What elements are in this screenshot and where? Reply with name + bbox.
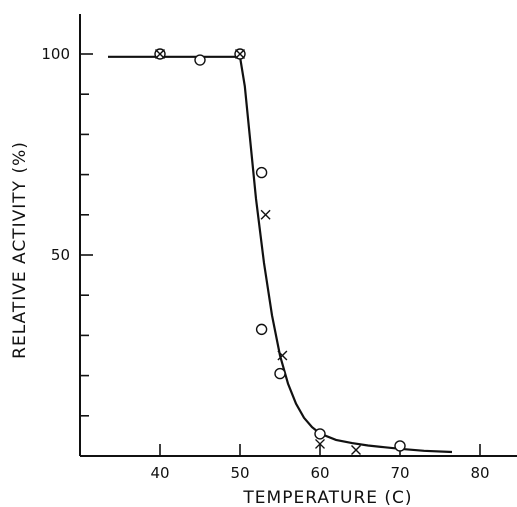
data-points xyxy=(154,48,406,455)
x-tick-label-50: 50 xyxy=(230,464,249,482)
y-tick-label-100: 100 xyxy=(41,45,70,63)
fit-curve-layer xyxy=(108,55,453,454)
x-tick-label-40: 40 xyxy=(150,464,169,482)
y-axis-title: RELATIVE ACTIVITY (%) xyxy=(10,141,30,359)
x-axis-ticks: 40 50 60 70 80 xyxy=(150,444,490,482)
x-axis-title: TEMPERATURE (C) xyxy=(242,488,412,507)
circle-point-6 xyxy=(314,428,326,440)
cross-point-3 xyxy=(277,350,288,361)
cross-point-5 xyxy=(351,444,361,455)
circle-point-1 xyxy=(194,54,206,66)
circle-point-5 xyxy=(274,367,286,380)
x-tick-label-60: 60 xyxy=(310,464,329,482)
y-tick-label-50: 50 xyxy=(51,246,70,264)
fit-curve xyxy=(108,55,453,454)
y-axis-ticks: 50 100 xyxy=(41,45,93,417)
x-tick-label-70: 70 xyxy=(390,464,409,482)
cross-point-2 xyxy=(260,209,271,220)
x-tick-label-80: 80 xyxy=(470,464,489,482)
cross-point-0 xyxy=(155,49,165,59)
circle-point-3 xyxy=(255,166,268,179)
cross-point-4 xyxy=(315,438,325,449)
circle-point-7 xyxy=(394,440,406,452)
cross-point-1 xyxy=(235,49,245,59)
circle-point-4 xyxy=(255,323,268,336)
